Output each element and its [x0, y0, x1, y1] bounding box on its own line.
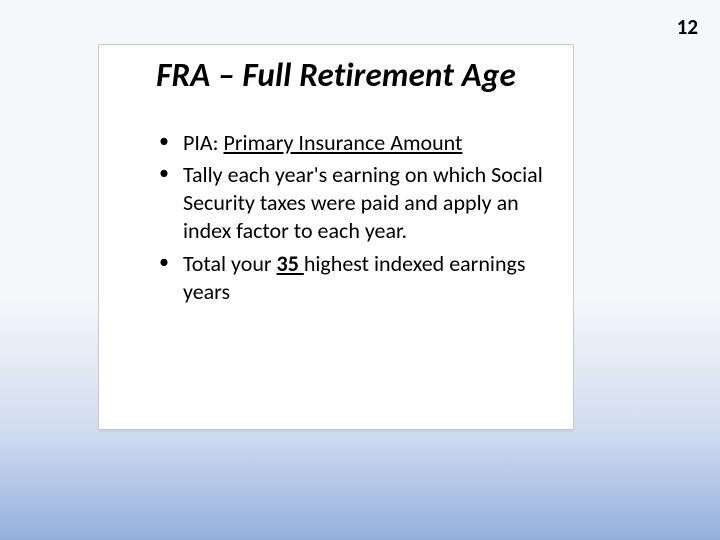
- bullet-text-underlined: Primary Insurance Amount: [224, 129, 463, 156]
- bullet-text-underlined-bold: 35: [277, 250, 304, 277]
- bullet-list: PIA: Primary Insurance Amount Tally each…: [99, 129, 573, 306]
- bullet-text-prefix: PIA:: [183, 129, 224, 156]
- bullet-text: Tally each year's earning on which Socia…: [183, 161, 543, 244]
- list-item: Total your 35 highest indexed earnings y…: [159, 250, 553, 306]
- bullet-text-prefix: Total your: [183, 250, 277, 277]
- page-number: 12: [677, 14, 698, 40]
- list-item: PIA: Primary Insurance Amount: [159, 129, 553, 157]
- list-item: Tally each year's earning on which Socia…: [159, 161, 553, 245]
- slide-content-box: FRA – Full Retirement Age PIA: Primary I…: [98, 44, 574, 430]
- slide-title: FRA – Full Retirement Age: [99, 55, 573, 95]
